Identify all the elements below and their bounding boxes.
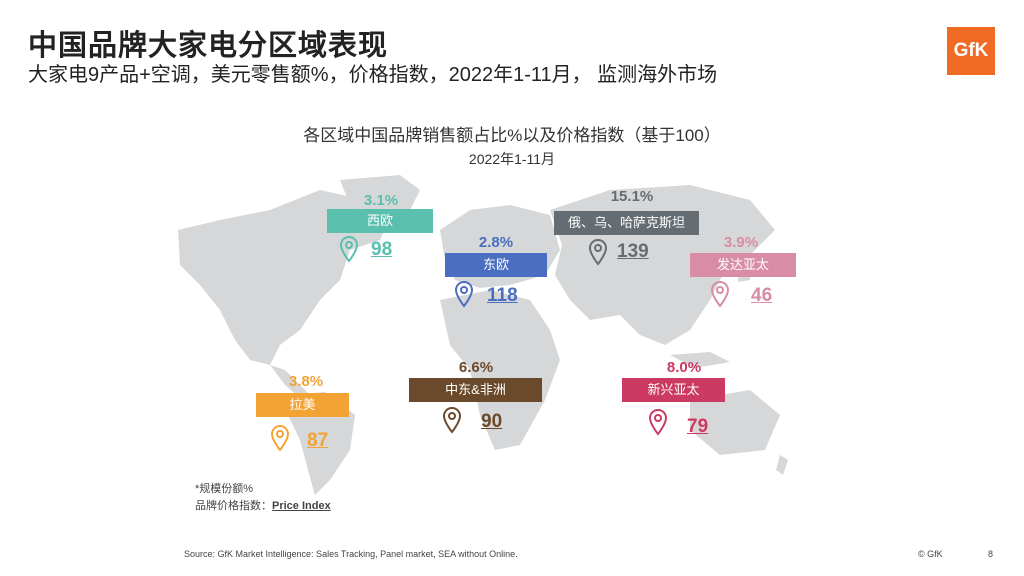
- legend-index-label: Price Index: [272, 500, 331, 512]
- region-label: 俄、乌、哈萨克斯坦: [554, 211, 699, 235]
- page-title: 中国品牌大家电分区域表现: [28, 30, 389, 62]
- chart-subtitle: 2022年1-11月: [468, 151, 556, 167]
- chart-title: 各区域中国品牌销售额占比%以及价格指数（基于100）: [303, 126, 721, 145]
- region-share: 3.1%: [363, 192, 399, 209]
- location-pin-icon: [710, 280, 730, 308]
- region-share: 3.9%: [723, 234, 759, 251]
- region-share: 2.8%: [478, 234, 514, 251]
- location-pin-icon: [454, 280, 474, 308]
- legend-index-prefix: 品牌价格指数：: [195, 500, 272, 512]
- location-pin-icon: [270, 424, 290, 452]
- location-pin-icon: [648, 408, 668, 436]
- region-label: 拉美: [256, 393, 349, 417]
- region-share: 6.6%: [458, 359, 494, 376]
- price-index: 118: [487, 285, 518, 306]
- gfk-logo: GfK: [947, 27, 995, 75]
- price-index: 79: [687, 416, 709, 437]
- page-subtitle: 大家电9产品+空调，美元零售额%，价格指数，2022年1-11月， 监测海外市场: [28, 64, 718, 86]
- price-index: 46: [751, 285, 773, 306]
- location-pin-icon: [339, 235, 359, 263]
- region-label: 中东&非洲: [409, 378, 542, 402]
- location-pin-icon: [442, 406, 462, 434]
- source-note: Source: GfK Market Intelligence: Sales T…: [184, 549, 518, 559]
- price-index: 98: [371, 239, 393, 260]
- location-pin-icon: [588, 238, 608, 266]
- region-share: 8.0%: [666, 359, 702, 376]
- region-share: 3.8%: [288, 373, 324, 390]
- region-label: 东欧: [445, 253, 547, 277]
- region-label: 西欧: [327, 209, 433, 233]
- region-label: 发达亚太: [690, 253, 796, 277]
- legend-price-index: 品牌价格指数：Price Index: [195, 497, 331, 513]
- region-label: 新兴亚太: [622, 378, 725, 402]
- price-index: 87: [307, 430, 329, 451]
- price-index: 139: [617, 241, 649, 262]
- copyright: © GfK: [918, 549, 943, 559]
- price-index: 90: [481, 411, 503, 432]
- legend-share-note: *规模份额%: [195, 483, 254, 495]
- page-number: 8: [988, 549, 994, 559]
- region-share: 15.1%: [610, 188, 654, 205]
